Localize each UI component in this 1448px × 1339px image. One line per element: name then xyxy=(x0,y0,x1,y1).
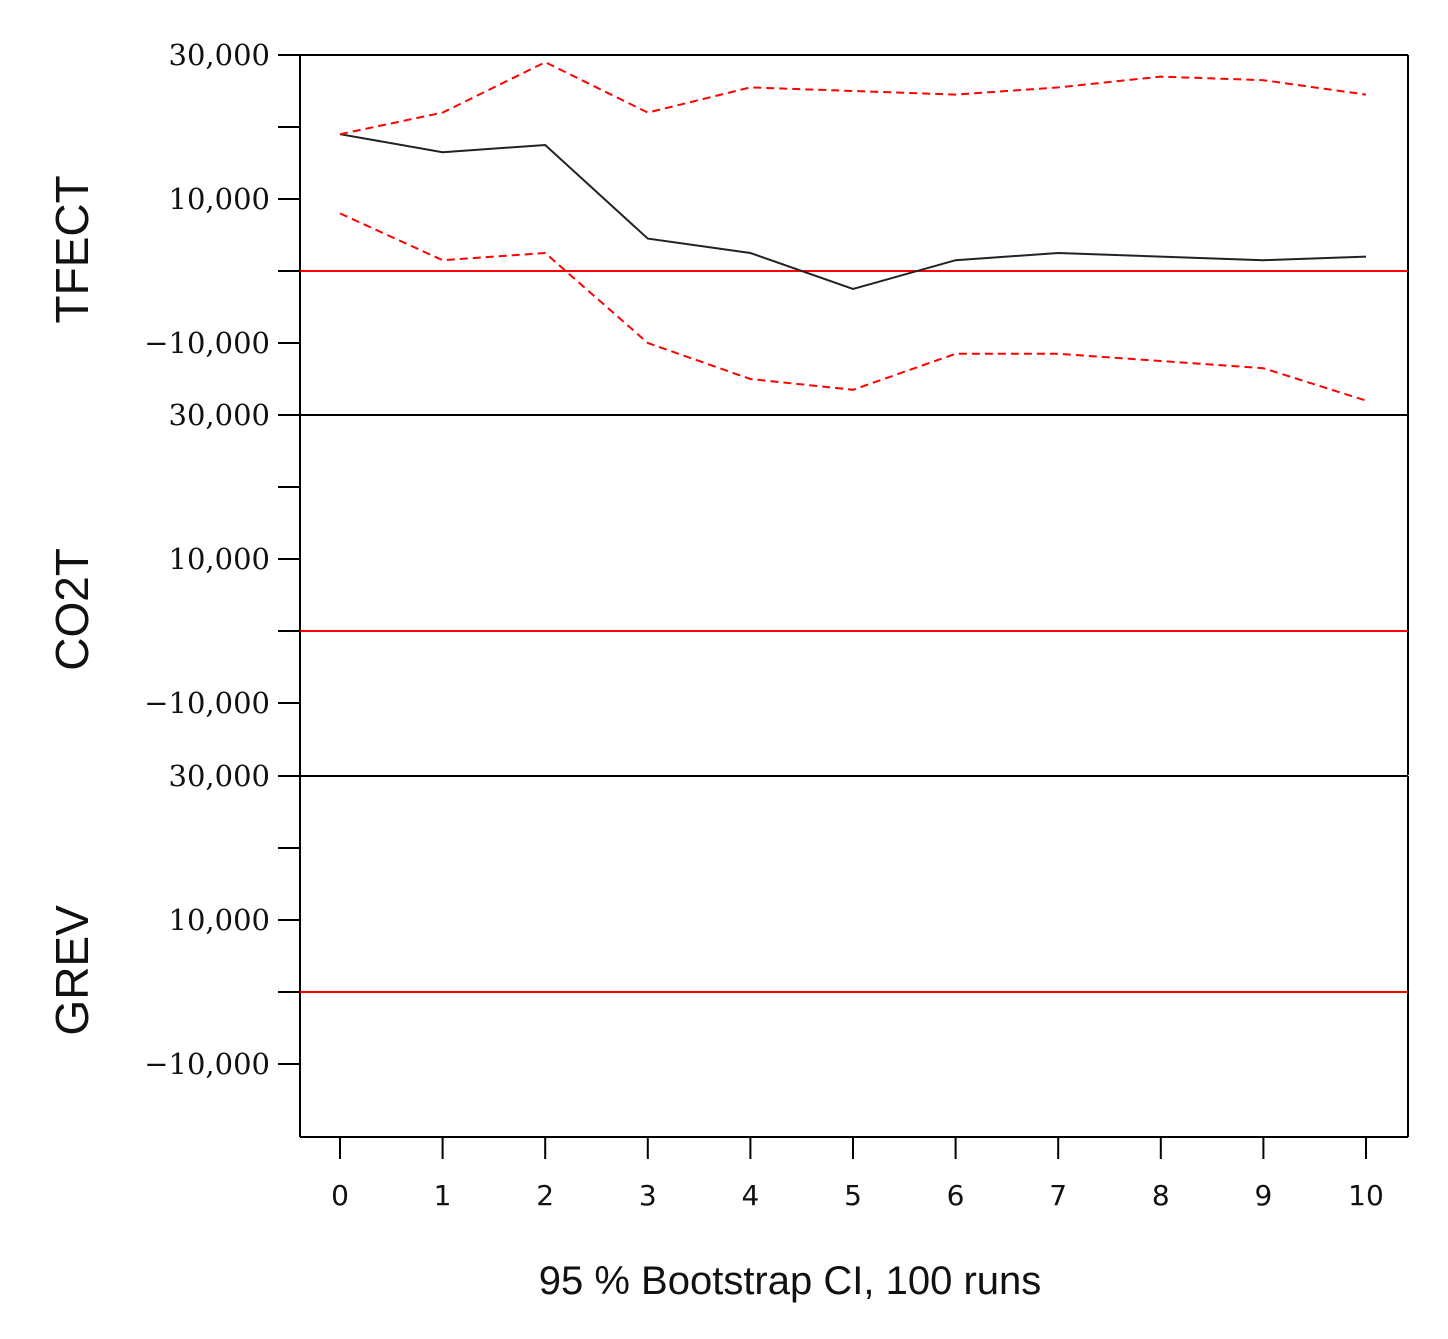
y-tick-label: 30,000 xyxy=(169,398,270,432)
y-tick-label: −10,000 xyxy=(144,1047,270,1081)
panels-group: 30,000 10,000 −10,000 TFECT 30,000 10,000 −10,… xyxy=(46,38,1409,1136)
x-axis-title: 95 % Bootstrap CI, 100 runs xyxy=(539,1259,1042,1303)
y-tick-label: 10,000 xyxy=(169,903,270,937)
x-tick-label: 6 xyxy=(947,1179,965,1212)
x-tick-label: 8 xyxy=(1152,1179,1170,1212)
x-tick-label: 0 xyxy=(331,1179,349,1212)
x-tick-label: 1 xyxy=(434,1179,452,1212)
panel-label-tfect: TFECT xyxy=(46,175,98,323)
x-tick-label: 5 xyxy=(844,1179,862,1212)
panel-tfect: 30,000 10,000 −10,000 TFECT xyxy=(46,38,1409,415)
y-tick-label: 30,000 xyxy=(169,38,270,72)
x-tick-label: 3 xyxy=(639,1179,657,1212)
y-tick-label: −10,000 xyxy=(144,326,270,360)
series-tfect-upper-ci xyxy=(339,61,1367,136)
y-tick-label: 10,000 xyxy=(169,182,270,216)
x-axis: 0 1 2 3 4 5 6 7 8 9 10 xyxy=(299,1136,1409,1212)
x-tick-label: 9 xyxy=(1254,1179,1272,1212)
y-tick-label: 10,000 xyxy=(169,542,270,576)
y-tick-label: 30,000 xyxy=(169,759,270,793)
x-tick-label: 7 xyxy=(1049,1179,1067,1212)
series-tfect-response xyxy=(339,133,1367,291)
x-tick-label: 2 xyxy=(536,1179,554,1212)
panel-label-grev: GREV xyxy=(46,905,98,1036)
panel-grev: 30,000 10,000 −10,000 GREV xyxy=(46,759,1409,1136)
series-tfect-lower-ci xyxy=(339,212,1367,402)
panel-label-co2t: CO2T xyxy=(46,548,98,671)
x-tick-label: 10 xyxy=(1348,1179,1384,1212)
x-tick-label: 4 xyxy=(741,1179,759,1212)
panel-co2t: 30,000 10,000 −10,000 CO2T xyxy=(46,398,1409,775)
y-tick-label: −10,000 xyxy=(144,686,270,720)
